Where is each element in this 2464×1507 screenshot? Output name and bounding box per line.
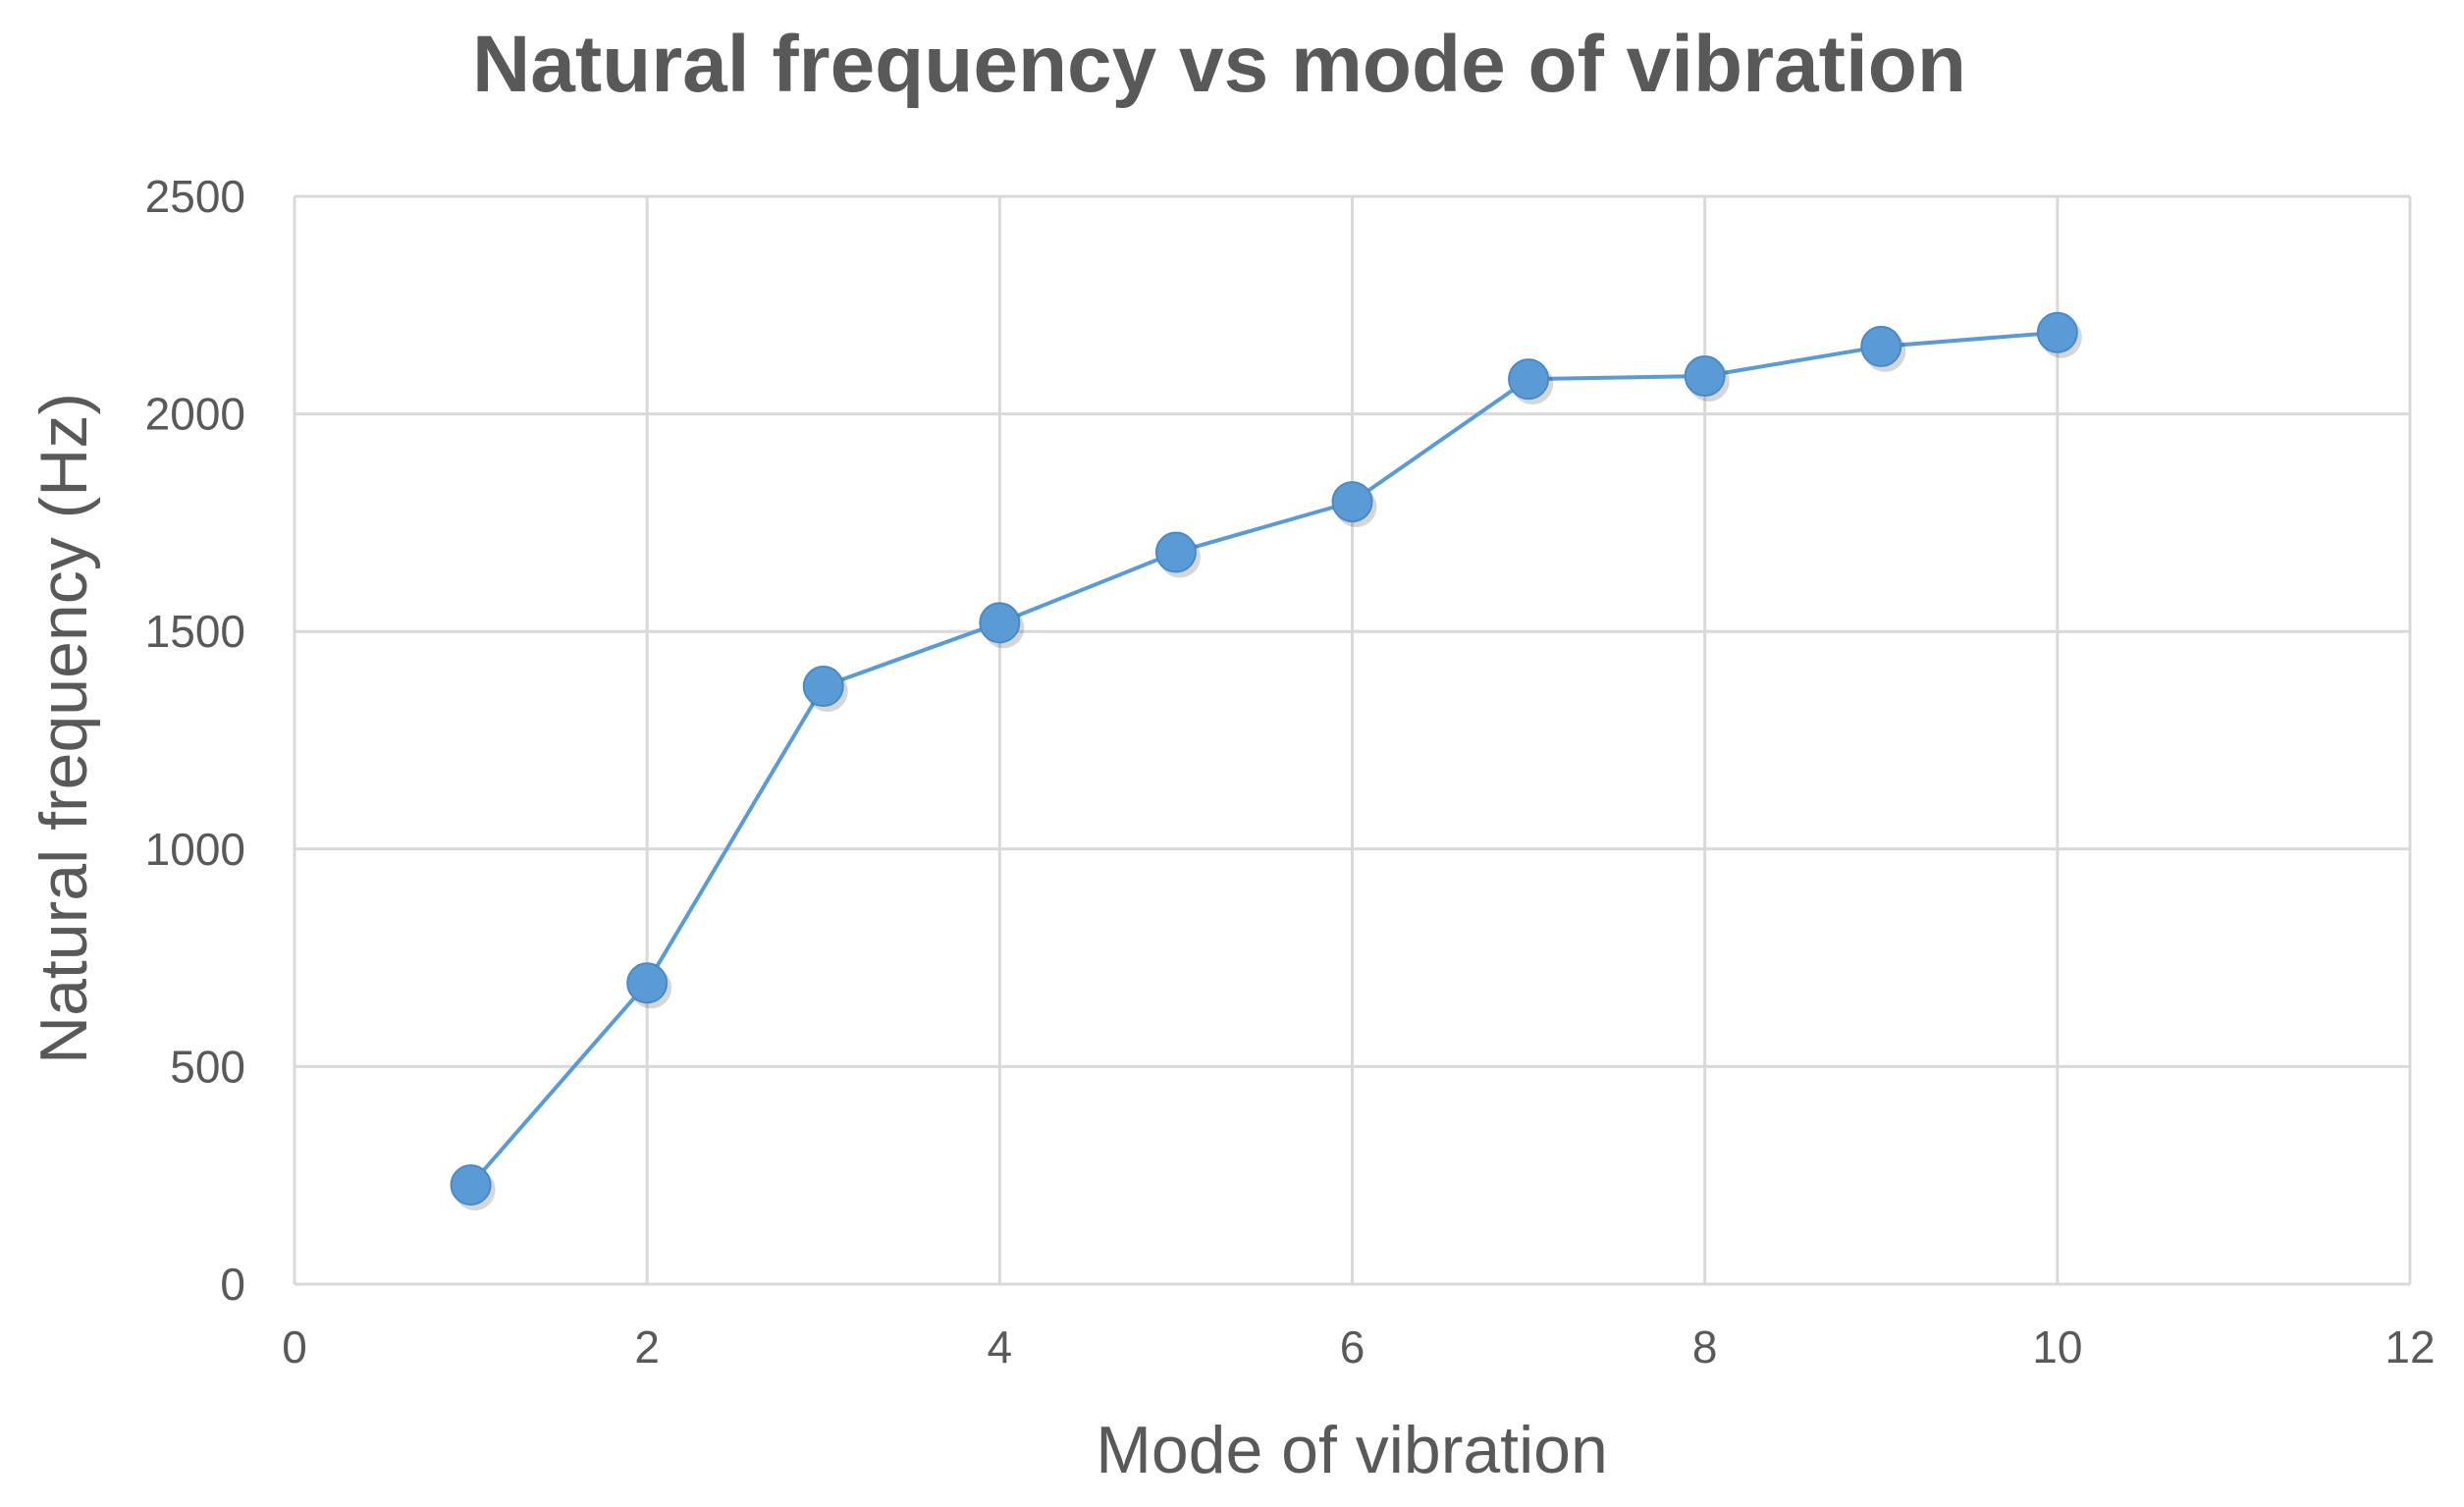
x-tick-label: 0 <box>282 1321 307 1372</box>
data-point <box>626 962 669 1004</box>
data-point <box>1684 355 1726 398</box>
data-point <box>1508 358 1550 401</box>
x-tick-label: 6 <box>1340 1321 1366 1372</box>
grid-layer <box>293 194 2412 1286</box>
y-tick-label: 2500 <box>145 171 245 222</box>
series-line <box>468 330 2060 1187</box>
data-point <box>1154 531 1197 573</box>
x-tick-label: 8 <box>1692 1321 1718 1372</box>
y-axis-label: Natural frequency (Hz) <box>27 393 101 1064</box>
data-point <box>802 666 844 708</box>
y-tick-label: 1000 <box>145 824 245 875</box>
y-tick-label: 0 <box>220 1259 245 1310</box>
data-point <box>1860 325 1902 367</box>
y-tick-label: 500 <box>170 1041 245 1092</box>
x-axis-label: Mode of vibration <box>1096 1413 1608 1487</box>
data-point <box>450 1163 492 1206</box>
x-tick-label: 4 <box>988 1321 1013 1372</box>
series-layer <box>450 311 2082 1211</box>
y-tick-label: 2000 <box>145 389 245 440</box>
x-tick-label: 10 <box>2032 1321 2082 1372</box>
chart-title: Natural frequency vs mode of vibration <box>472 20 1966 109</box>
x-tick-label: 2 <box>634 1321 660 1372</box>
x-tick-label: 12 <box>2384 1321 2435 1372</box>
axis-layer: 0 500 1000 1500 2000 2500 0 2 4 6 8 10 12 <box>145 171 2436 1372</box>
data-point <box>1331 481 1373 523</box>
y-tick-label: 1500 <box>145 606 245 657</box>
data-point <box>2036 311 2078 353</box>
data-point <box>979 602 1021 644</box>
